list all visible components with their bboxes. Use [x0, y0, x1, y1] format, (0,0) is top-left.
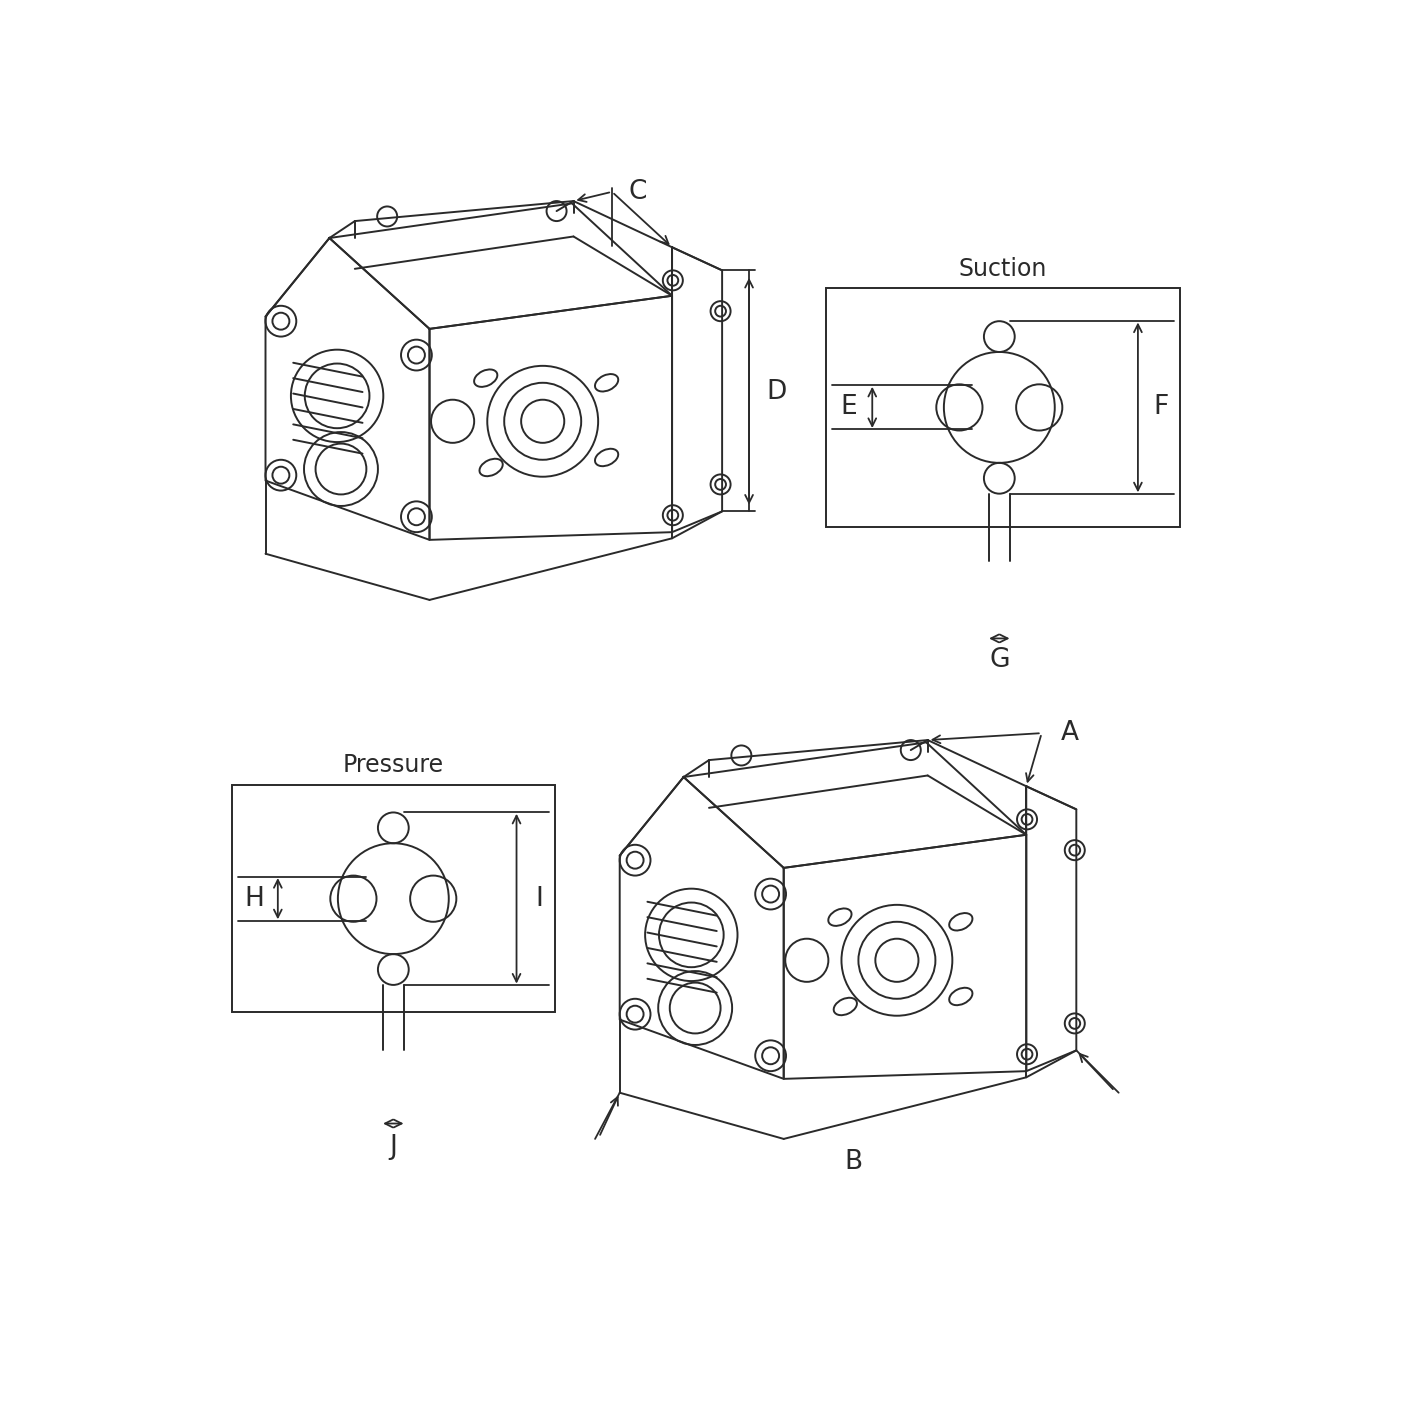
Text: B: B [844, 1149, 862, 1175]
Text: I: I [536, 886, 544, 911]
Text: J: J [389, 1133, 398, 1160]
Text: Pressure: Pressure [343, 754, 444, 778]
Bar [232, 785, 555, 1012]
Text: G: G [988, 647, 1010, 673]
Text: Suction: Suction [959, 257, 1047, 281]
Text: E: E [841, 395, 858, 420]
Text: C: C [628, 179, 647, 205]
Text: F: F [1153, 395, 1168, 420]
Text: A: A [1062, 720, 1078, 747]
Text: H: H [245, 886, 264, 911]
Bar [827, 288, 1180, 527]
Text: D: D [766, 380, 786, 405]
